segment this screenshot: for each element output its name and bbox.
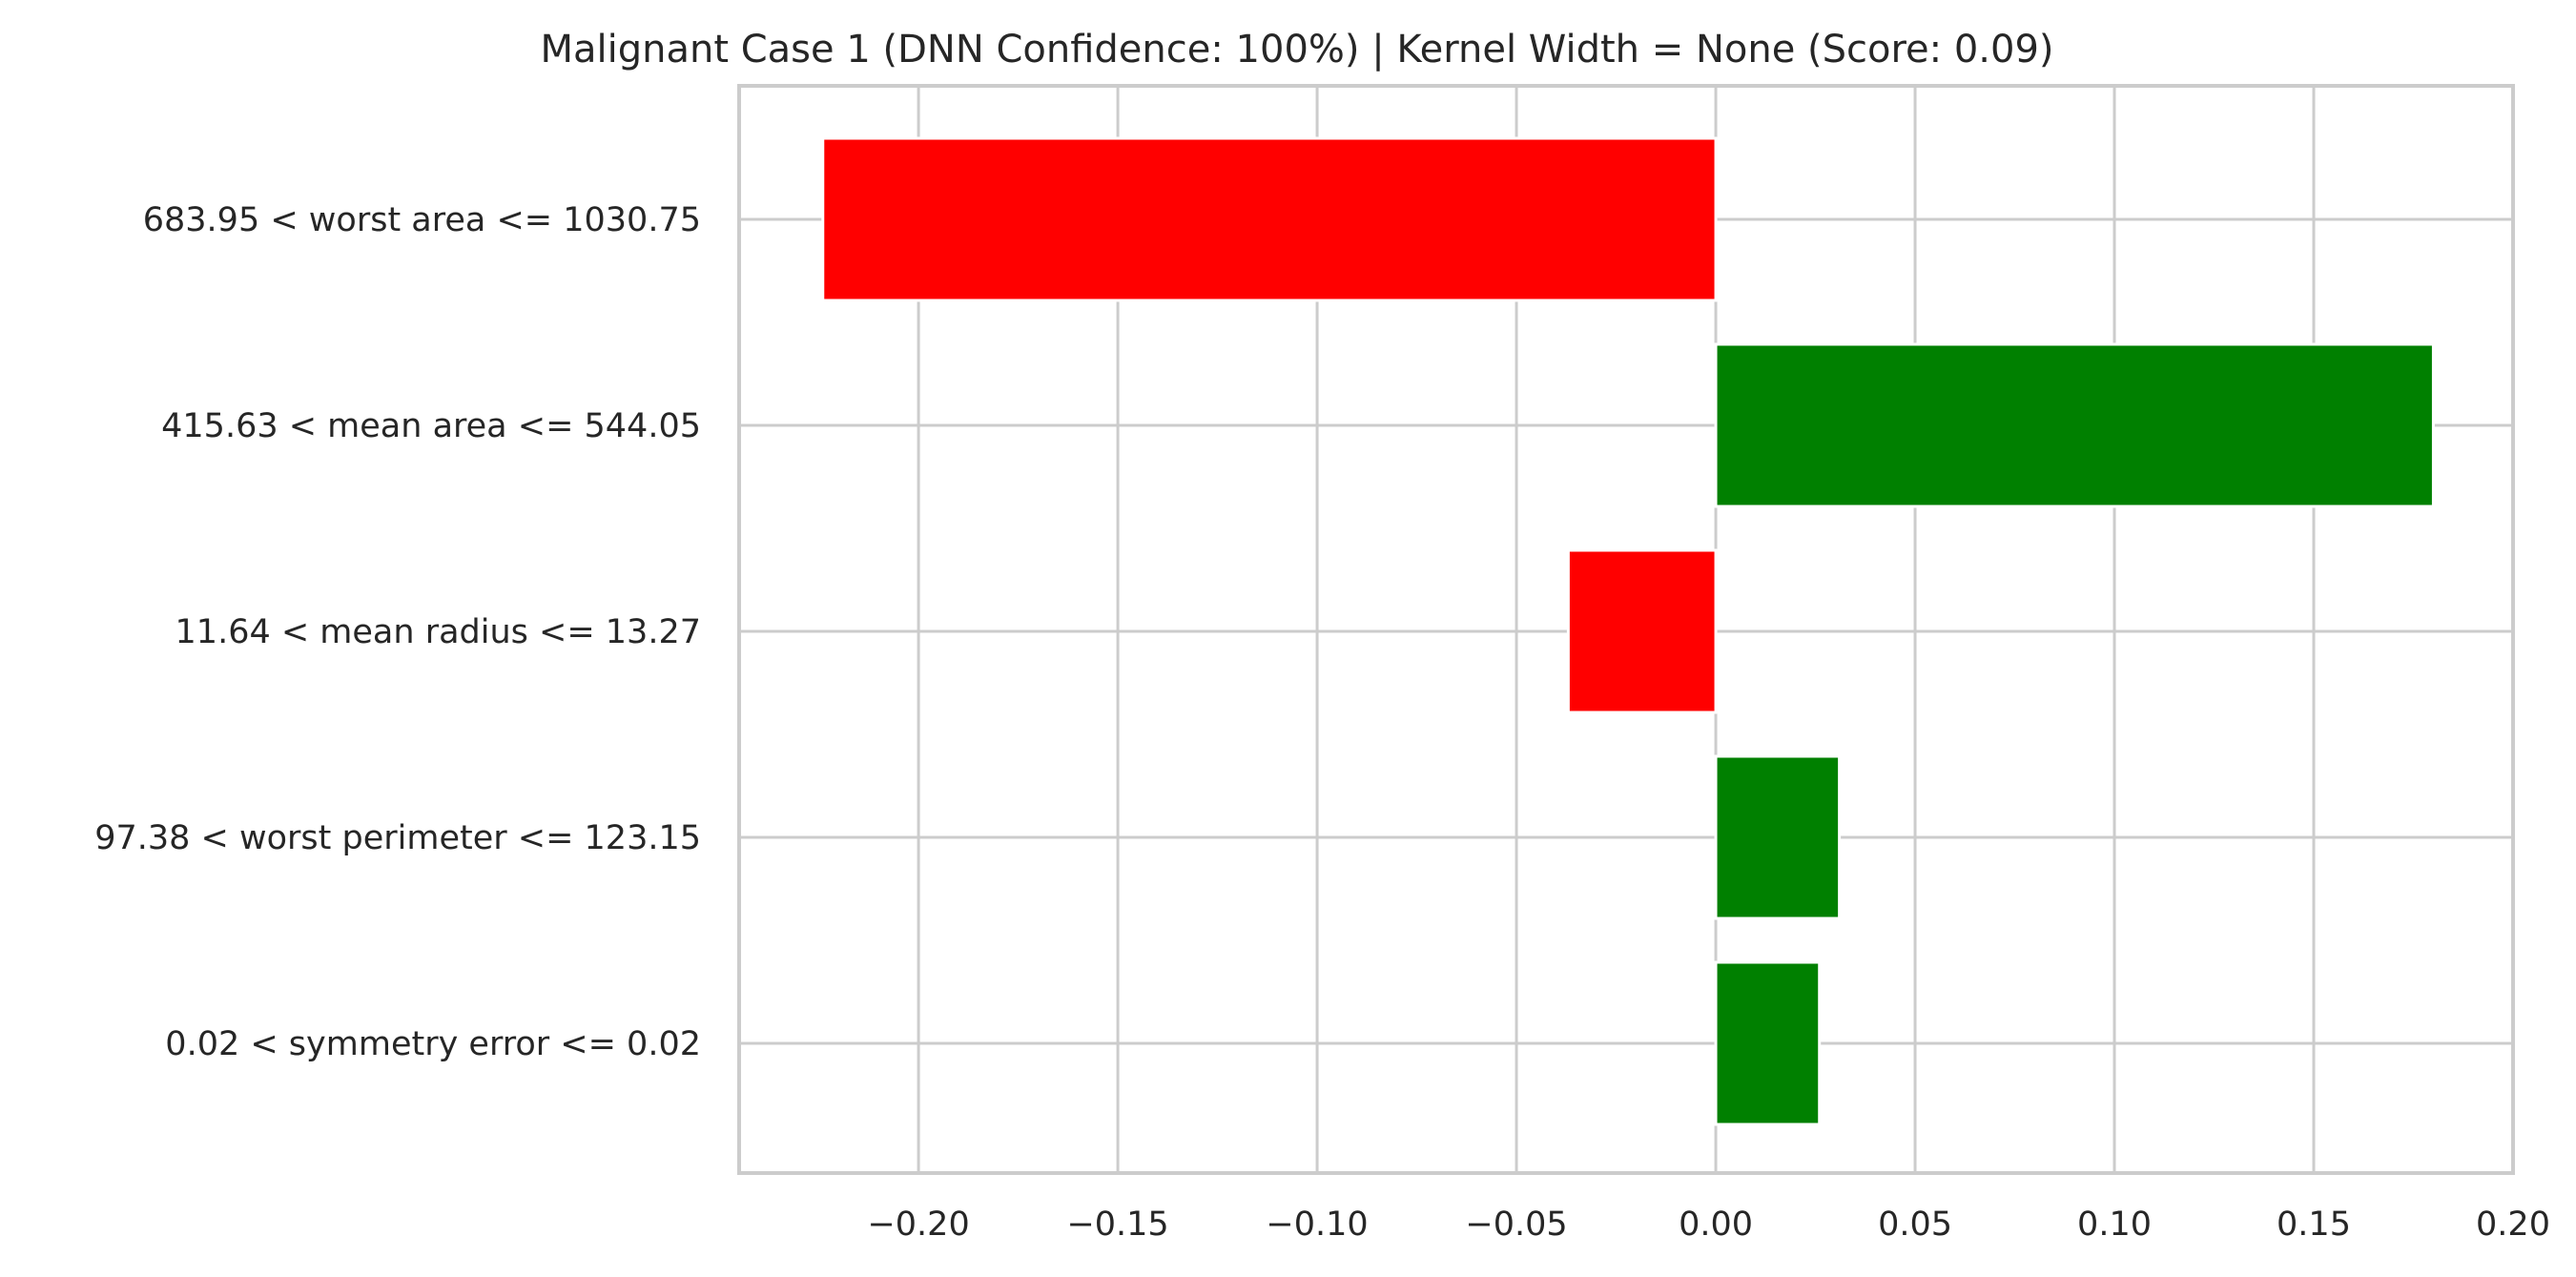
y-tick-label-2: 11.64 < mean radius <= 13.27 bbox=[175, 613, 701, 651]
x-tick-label-0: −0.20 bbox=[867, 1205, 969, 1244]
x-tick-labels: −0.20 −0.15 −0.10 −0.05 0.00 0.05 0.10 0.15 0.20 bbox=[867, 1205, 2550, 1244]
chart-title: Malignant Case 1 (DNN Confidence: 100%) … bbox=[540, 28, 2053, 72]
plot-frame-rect bbox=[737, 84, 2515, 1175]
bar-3 bbox=[1714, 754, 1842, 920]
x-tick-label-8: 0.20 bbox=[2476, 1205, 2550, 1244]
grid-layer bbox=[739, 86, 2515, 1173]
y-tick-labels: 683.95 < worst area <= 1030.75 415.63 < m… bbox=[94, 201, 701, 1063]
y-tick-label-0: 683.95 < worst area <= 1030.75 bbox=[143, 201, 701, 239]
bars-layer bbox=[821, 136, 2435, 1126]
y-tick-label-3: 97.38 < worst perimeter <= 123.15 bbox=[94, 819, 701, 857]
x-tick-label-3: −0.05 bbox=[1465, 1205, 1567, 1244]
x-tick-label-2: −0.10 bbox=[1266, 1205, 1368, 1244]
bar-1 bbox=[1714, 342, 2435, 508]
y-tick-label-4: 0.02 < symmetry error <= 0.02 bbox=[165, 1025, 701, 1063]
plot-frame bbox=[737, 84, 2515, 1175]
y-tick-label-1: 415.63 < mean area <= 544.05 bbox=[161, 407, 701, 445]
x-tick-label-5: 0.05 bbox=[1878, 1205, 1952, 1244]
bar-0 bbox=[821, 136, 1718, 302]
bar-4 bbox=[1714, 960, 1822, 1126]
x-tick-label-6: 0.10 bbox=[2077, 1205, 2152, 1244]
x-tick-label-1: −0.15 bbox=[1066, 1205, 1168, 1244]
bar-2 bbox=[1566, 548, 1718, 714]
x-tick-label-4: 0.00 bbox=[1679, 1205, 1753, 1244]
x-tick-label-7: 0.15 bbox=[2277, 1205, 2351, 1244]
